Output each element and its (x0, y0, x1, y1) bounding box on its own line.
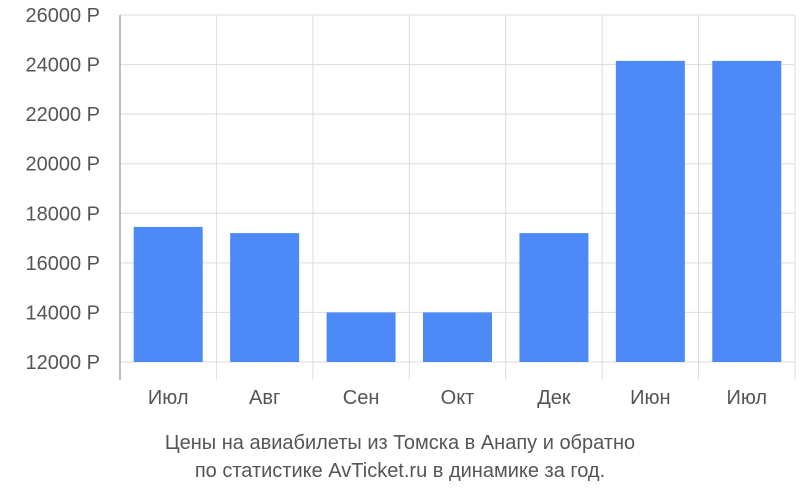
y-tick-label: 12000 Р (25, 352, 100, 374)
x-tick-label: Сен (343, 387, 380, 409)
x-tick-label: Окт (441, 387, 475, 409)
chart-caption-line-2: по статистике AvTicket.ru в динамике за … (194, 460, 606, 482)
x-axis-ticks: Июл Авг Сен Окт Дек Июн Июл (148, 387, 767, 409)
bars (133, 60, 782, 362)
bar-1 (133, 226, 203, 362)
x-tick-label: Авг (249, 387, 280, 409)
grid-lines (120, 14, 796, 380)
y-tick-label: 26000 Р (25, 5, 100, 27)
bar-2 (230, 233, 300, 362)
y-tick-label: 22000 Р (25, 104, 100, 126)
chart-caption-line-1: Цены на авиабилеты из Томска в Анапу и о… (164, 432, 636, 454)
y-tick-label: 16000 Р (25, 253, 100, 275)
x-tick-label: Дек (537, 387, 571, 409)
bar-3 (326, 312, 396, 362)
y-axis-ticks: 12000 Р 14000 Р 16000 Р 18000 Р 20000 Р 22000… (25, 5, 100, 374)
y-tick-label: 20000 Р (25, 154, 100, 176)
x-tick-label: Июн (630, 387, 670, 409)
bar-4 (423, 312, 492, 362)
y-tick-label: 18000 Р (25, 203, 100, 225)
y-tick-label: 14000 Р (25, 302, 100, 324)
y-tick-label: 24000 Р (25, 55, 100, 77)
x-tick-label: Июл (726, 387, 767, 409)
x-tick-label: Июл (148, 387, 189, 409)
bar-5 (519, 233, 589, 362)
bar-6 (615, 60, 685, 362)
bar-7 (712, 60, 782, 362)
